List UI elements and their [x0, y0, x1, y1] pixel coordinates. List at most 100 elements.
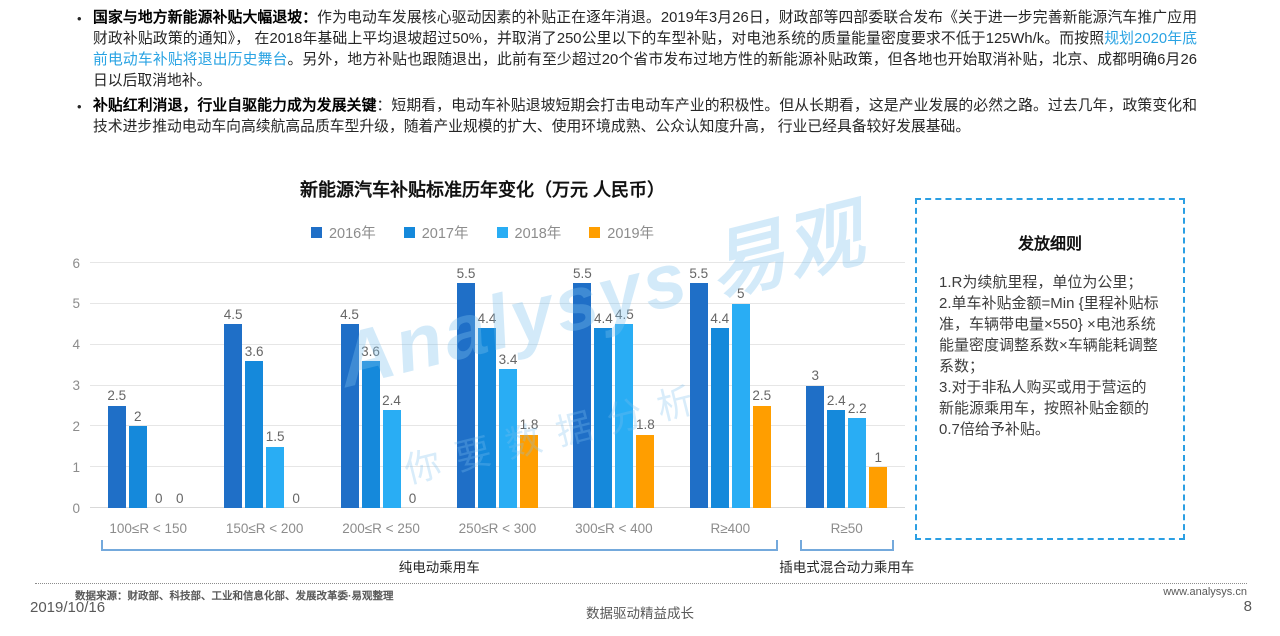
bar-2018年 — [382, 410, 401, 508]
x-axis-label: R≥50 — [830, 521, 863, 536]
summary-bullets: 国家与地方新能源补贴大幅退坡：作为电动车发展核心驱动因素的补贴正在逐年消退。20… — [75, 8, 1197, 142]
bar-value-label: 4.5 — [340, 306, 359, 322]
bar-group: 5.5 4.4 4.5 1.8 — [556, 263, 672, 508]
bar-chart-plot: 0 1 2 3 4 5 6 2.5 2 0 0 4.5 3.6 1.5 0 4.5 3.6 2.4 0 5.5 4.4 3… — [72, 256, 905, 514]
bar-2016年 — [573, 283, 592, 508]
x-axis-label: 200≤R < 250 — [342, 521, 420, 536]
gridline — [90, 343, 905, 345]
rules-item-2: 2.单车补贴金额=Min {里程补贴标准，车辆带电量×550} ×电池系统能量密… — [939, 295, 1159, 375]
legend-swatch-icon — [589, 227, 601, 238]
bar-value-label: 3.6 — [244, 343, 264, 359]
bar-2017年 — [361, 361, 380, 508]
bar-value-label: 2.4 — [826, 392, 846, 408]
bar-value-label: 5 — [737, 286, 745, 302]
bar-2019年 — [519, 434, 538, 508]
gridline — [90, 507, 905, 508]
x-axis-label: 250≤R < 300 — [458, 521, 537, 536]
x-axis-label: 150≤R < 200 — [225, 521, 304, 536]
legend-swatch-icon — [403, 227, 415, 238]
legend-label: 2016年 — [328, 226, 376, 242]
gridline — [90, 384, 905, 386]
legend-item-2017年: 2017年 — [403, 222, 469, 243]
y-axis-tick: 2 — [72, 418, 80, 434]
bar-group: 4.5 3.6 1.5 0 — [206, 263, 322, 508]
bar-slot: 0 — [171, 263, 189, 508]
category-bracket — [799, 540, 894, 551]
bracket-label: 插电式混合动力乘用车 — [779, 560, 915, 575]
x-axis-label: R≥400 — [710, 521, 751, 536]
bar-slot: 3.6 — [361, 263, 380, 508]
bar-2019年 — [752, 405, 771, 508]
bar-value-label: 0 — [154, 490, 163, 506]
bar-value-label: 5.5 — [573, 265, 592, 281]
bar-slot: 4.5 — [224, 263, 243, 508]
bar-value-label: 4.4 — [594, 310, 613, 326]
bar-value-label: 4.5 — [615, 306, 634, 322]
bar-2017年 — [594, 328, 613, 508]
bullet-lead: 国家与地方新能源补贴大幅退坡： — [93, 10, 318, 26]
bar-group: 3 2.4 2.2 1 — [789, 263, 905, 508]
bar-2017年 — [477, 328, 496, 508]
bar-value-label: 3.6 — [361, 343, 380, 359]
bar-slot: 5 — [731, 263, 750, 508]
bar-2017年 — [128, 426, 147, 508]
bar-value-label: 1.8 — [636, 417, 655, 432]
bar-2018年 — [731, 303, 750, 508]
y-axis-tick: 3 — [72, 377, 80, 393]
bar-value-label: 2 — [133, 408, 142, 424]
bar-slot: 2 — [128, 263, 147, 508]
bar-value-label: 0 — [408, 490, 417, 506]
bar-value-label: 2.5 — [107, 388, 127, 404]
rules-item-3: 3.对于非私人购买或用于营运的新能源乘用车，按照补贴金额的0.7倍给予补贴。 — [939, 379, 1150, 438]
bar-value-label: 3 — [811, 368, 819, 383]
bar-slot: 1.8 — [636, 263, 655, 508]
bar-slot: 1.8 — [520, 263, 538, 508]
bar-slot: 3.6 — [244, 263, 264, 508]
bar-slot: 4.4 — [710, 263, 729, 508]
legend-label: 2017年 — [421, 226, 469, 242]
bar-group: 2.5 2 0 0 — [90, 263, 206, 508]
bullet-text: ：短期看，电动车补贴退坡短期会打击电动车产业的积极性。但从长期看，这是产业发展的… — [93, 98, 1197, 135]
footer-separator — [35, 583, 1247, 584]
policy-link[interactable]: 规划2020年底前电动车补贴将退出历史舞台 — [93, 31, 1197, 68]
bar-2018年 — [266, 446, 285, 508]
bar-slot: 0 — [150, 263, 168, 508]
bar-2018年 — [498, 369, 517, 508]
rules-item-1: 1.R为续航里程，单位为公里； — [939, 274, 1143, 291]
bar-value-label: 0 — [175, 490, 184, 506]
bullet-text: 作为电动车发展核心驱动因素的补贴正在逐年消退。2019年3月26日，财政部等四部… — [93, 10, 1197, 47]
footer-date: 2019/10/16 — [30, 599, 106, 616]
legend-item-2016年: 2016年 — [310, 222, 376, 243]
legend-label: 2018年 — [514, 226, 562, 242]
x-axis-label: 300≤R < 400 — [575, 521, 653, 536]
bar-slot: 4.5 — [340, 263, 359, 508]
chart-title: 新能源汽车补贴标准历年变化（万元 人民币） — [300, 180, 665, 200]
bar-2019年 — [636, 434, 655, 508]
bar-slot: 2.5 — [752, 263, 772, 508]
y-axis-tick: 6 — [72, 255, 80, 271]
y-axis-tick: 4 — [72, 336, 80, 352]
legend-item-2019年: 2019年 — [589, 222, 654, 243]
bar-value-label: 4.4 — [477, 310, 497, 326]
bar-value-label: 3.4 — [498, 351, 518, 367]
category-bracket — [101, 540, 778, 551]
bar-2016年 — [224, 324, 243, 508]
bullet-lead: 补贴红利消退，行业自驱能力成为发展关键 — [93, 98, 377, 114]
bar-2018年 — [615, 324, 634, 508]
bar-slot: 0 — [287, 263, 305, 508]
bar-group: 5.5 4.4 5 2.5 — [672, 263, 788, 508]
data-source-note: 数据来源：财政部、科技部、工业和信息化部、发展改革委·易观整理 — [75, 590, 394, 602]
gridline — [90, 466, 905, 468]
bar-value-label: 0 — [292, 490, 300, 506]
bar-value-label: 1.5 — [265, 429, 285, 445]
bar-value-label: 2.5 — [752, 388, 772, 404]
bar-slot: 2.4 — [826, 263, 846, 508]
page-number: 8 — [1243, 598, 1252, 615]
chart-legend: 2016年 2017年 2018年 2019年 — [60, 222, 905, 243]
legend-swatch-icon — [496, 227, 508, 238]
bar-slot: 3.4 — [499, 263, 517, 508]
legend-swatch-icon — [310, 227, 322, 238]
rules-panel: 发放细则 1.R为续航里程，单位为公里； 2.单车补贴金额=Min {里程补贴标… — [915, 198, 1185, 540]
bar-slot: 2.2 — [848, 263, 867, 508]
